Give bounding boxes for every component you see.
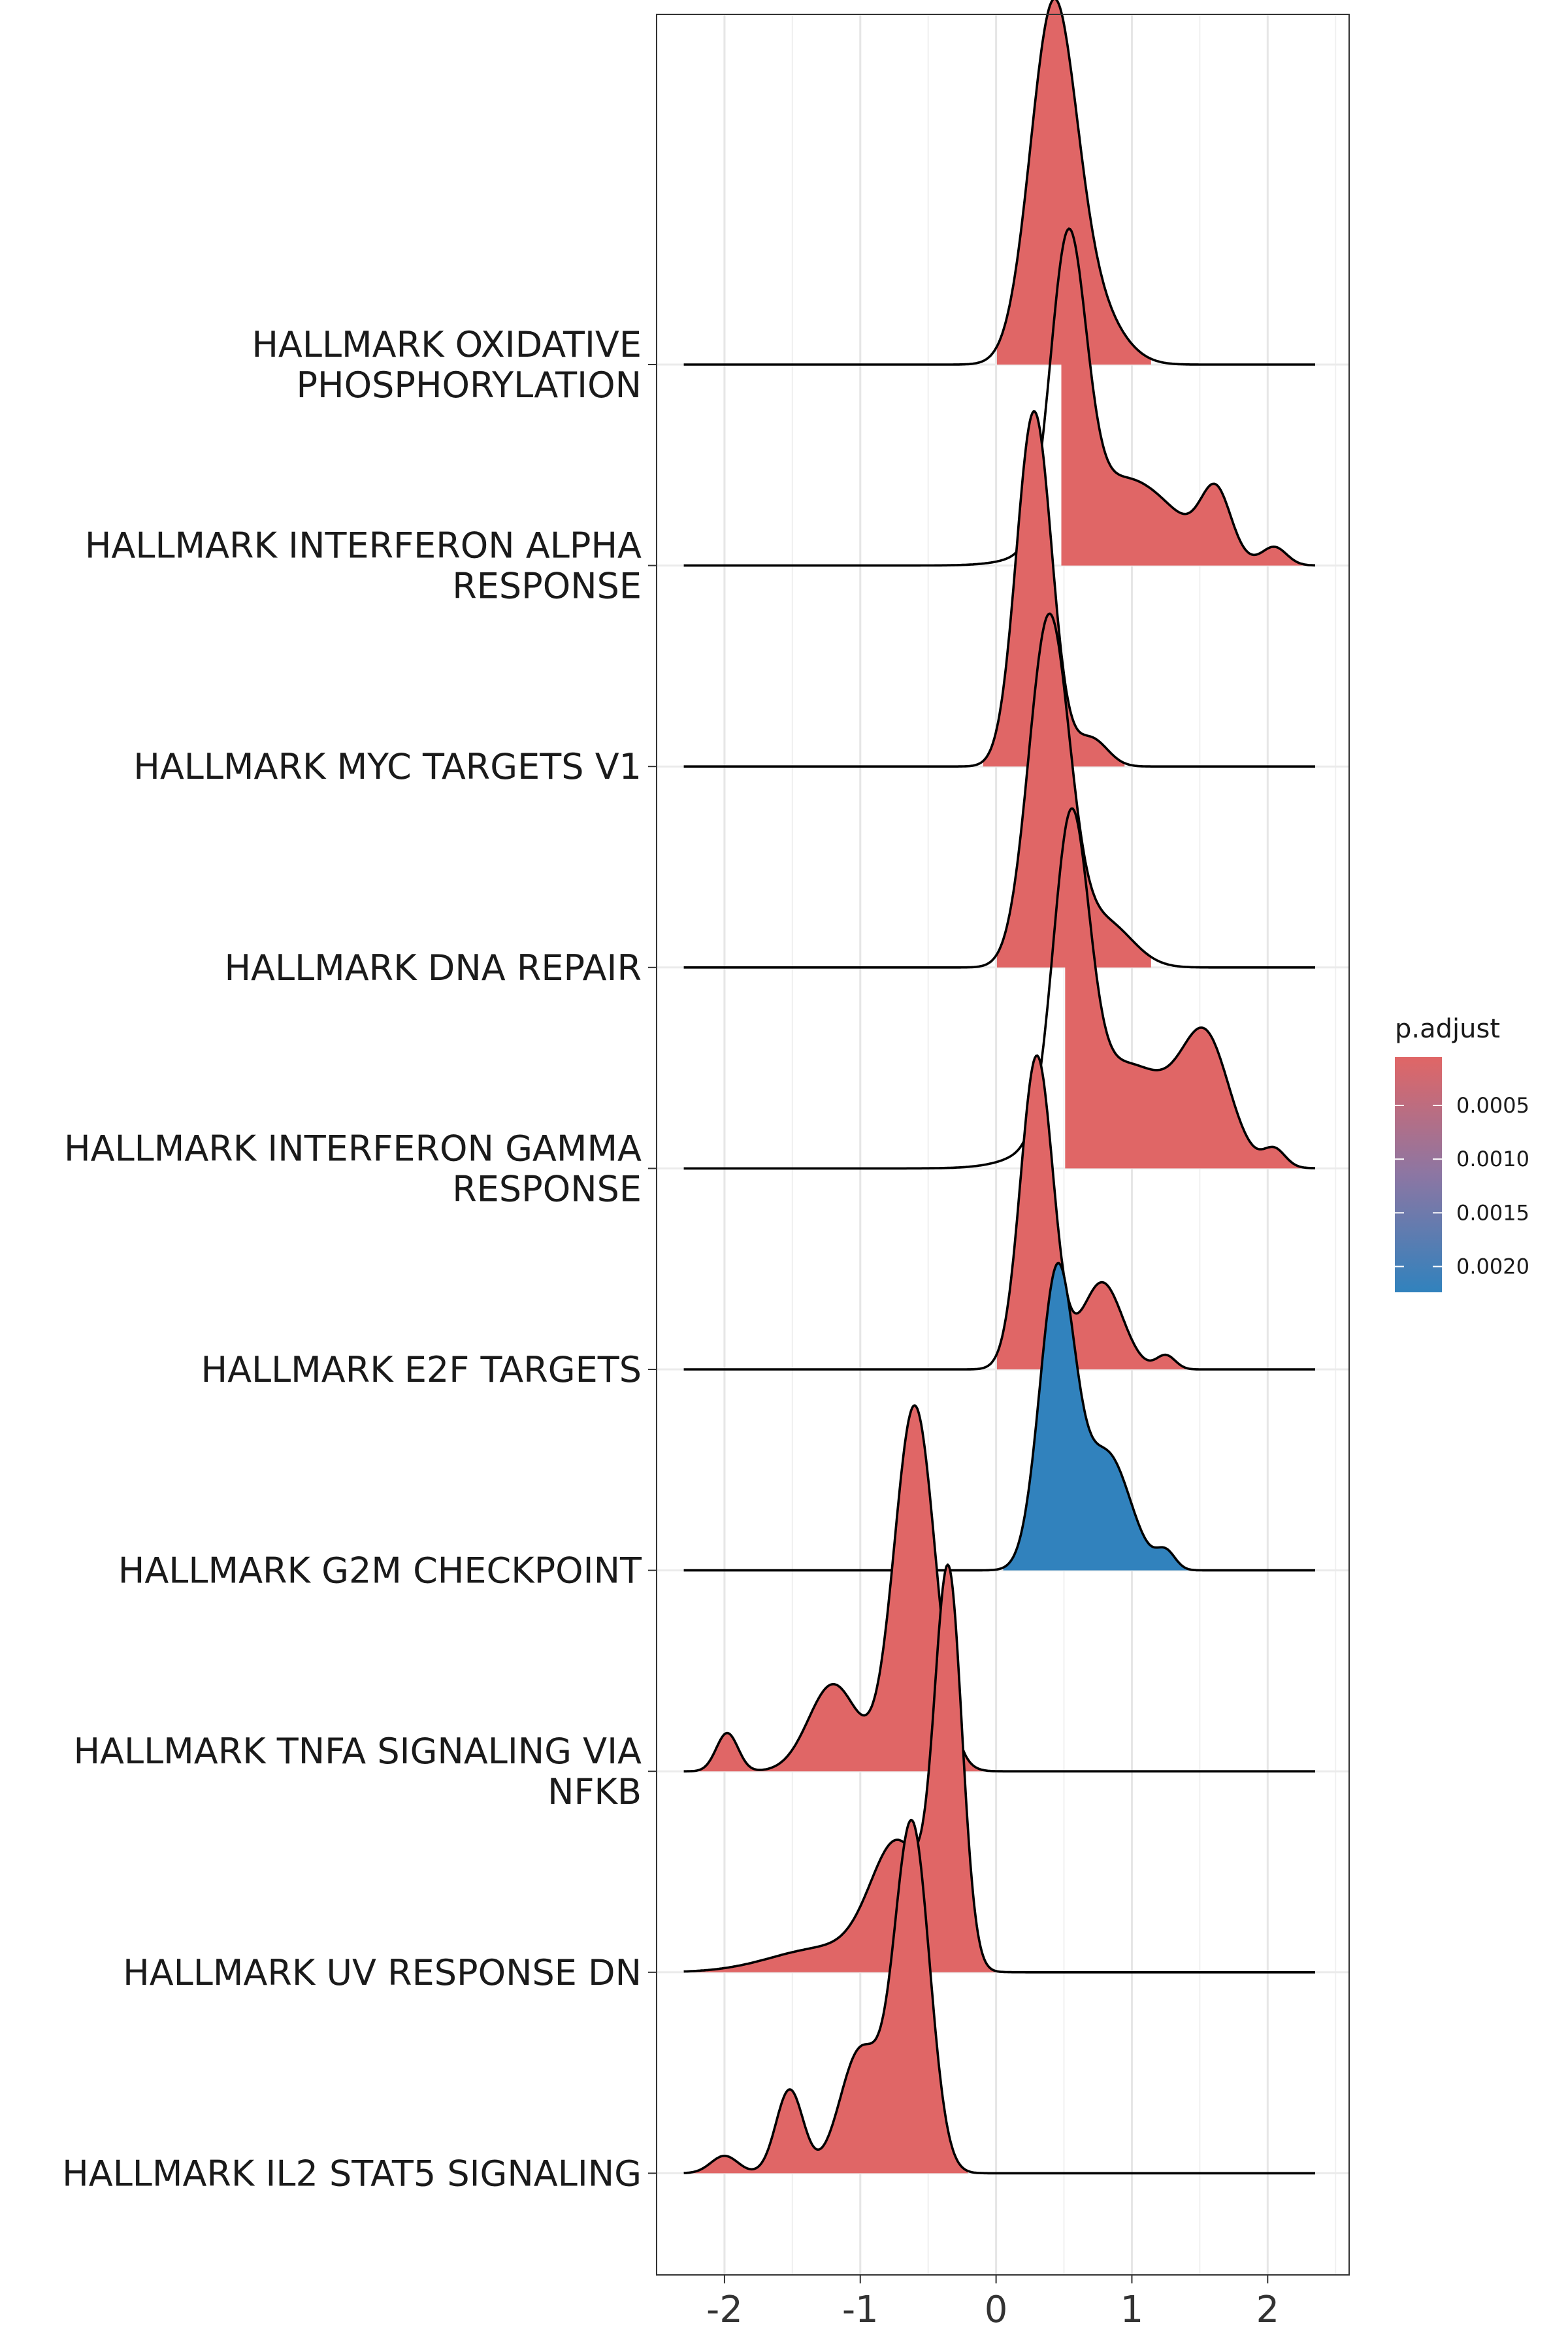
y-tick-label-line2: NFKB: [547, 1771, 642, 1812]
x-tick-label: 0: [985, 2289, 1008, 2331]
ridge-fill: [996, 0, 1151, 365]
ridge-fill: [983, 411, 1125, 767]
ridge-fill: [1003, 1263, 1193, 1571]
y-tick-label-line2: RESPONSE: [452, 1168, 642, 1209]
y-tick-label: HALLMARK UV RESPONSE DN: [123, 1952, 642, 1993]
x-tick-label: 2: [1256, 2289, 1279, 2331]
plot-panel-border: [656, 14, 1350, 2276]
x-tick-label: 1: [1120, 2289, 1144, 2331]
ridge-outline: [683, 807, 1315, 1170]
x-tick-label: -2: [706, 2289, 743, 2331]
y-tick-label: HALLMARK MYC TARGETS V1: [133, 746, 642, 787]
ridge-outline: [683, 1404, 1315, 1772]
legend-tick-label: 0.0015: [1456, 1200, 1529, 1225]
ridge-outline: [683, 1563, 1315, 1974]
legend-title: p.adjust: [1395, 1014, 1500, 1044]
ridge-fill: [996, 613, 1151, 968]
y-tick-label-line2: PHOSPHORYLATION: [296, 365, 642, 406]
ridge-outline: [683, 612, 1315, 969]
legend-tick-label: 0.0005: [1456, 1093, 1529, 1118]
legend-tick-label: 0.0010: [1456, 1147, 1529, 1171]
ridge-fill: [1065, 808, 1315, 1169]
y-tick-label: HALLMARK DNA REPAIR: [224, 947, 642, 988]
ridge-fill: [1061, 229, 1315, 566]
y-tick-label-line2: RESPONSE: [452, 566, 642, 607]
x-tick-label: -1: [842, 2289, 879, 2331]
ridge-outline: [683, 410, 1315, 768]
y-tick-label: HALLMARK E2F TARGETS: [201, 1349, 642, 1390]
legend-colorbar: [1395, 1057, 1442, 1292]
ridge-outline: [683, 0, 1315, 366]
legend: p.adjust 0.0005 0.0010 0.0015 0.0020: [1395, 1014, 1529, 1292]
ridge-fill: [996, 1055, 1193, 1369]
ridge-outline: [683, 1262, 1315, 1572]
y-tick-label: HALLMARK G2M CHECKPOINT: [118, 1550, 642, 1592]
x-axis: -2 -1 0 1 2: [706, 2275, 1279, 2331]
y-tick-label: HALLMARK OXIDATIVE: [252, 324, 642, 365]
y-tick-label: HALLMARK INTERFERON ALPHA: [85, 525, 642, 566]
ridge-outline: [683, 1054, 1315, 1371]
ridge-fill: [683, 1405, 988, 1772]
y-tick-label: HALLMARK INTERFERON GAMMA: [64, 1128, 642, 1169]
y-tick-label: HALLMARK TNFA SIGNALING VIA: [73, 1731, 642, 1772]
ridges: [683, 0, 1315, 2175]
legend-tick-label: 0.0020: [1456, 1254, 1529, 1279]
ridge-outline: [683, 1818, 1315, 2175]
ridge-outline: [683, 227, 1315, 567]
y-tick-label: HALLMARK IL2 STAT5 SIGNALING: [62, 2153, 642, 2194]
